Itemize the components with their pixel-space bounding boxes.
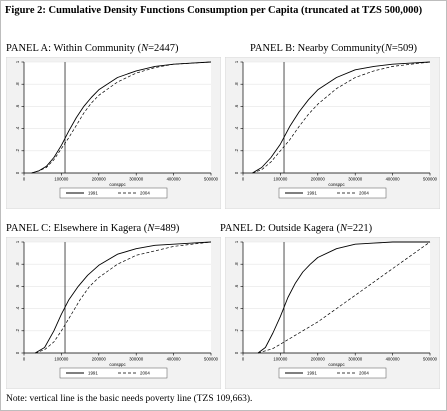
panel-b-series-1991 [252, 61, 431, 174]
panel-d-x-axis-title: consppc [328, 362, 345, 367]
panel-b-x-tick-label: 0 [242, 177, 245, 182]
panel-a-x-tick-label: 500000 [204, 177, 219, 182]
panel-d-y-tick-label: .2 [234, 328, 239, 332]
panel-c-legend [59, 367, 168, 379]
panel-a-y-tick-label: .8 [15, 82, 20, 86]
panel-c-x-tick-label: 0 [23, 357, 26, 362]
panel-b-n-symbol: N [384, 43, 392, 54]
panel-d-x-tick-label: 400000 [386, 357, 401, 362]
figure-note: Note: vertical line is the basic needs p… [6, 394, 253, 404]
panel-b-y-tick-label: 0 [234, 171, 239, 174]
panel-d-chart: 0 .2 .4 .6 .8 1 0 100000 200000 300000 400000 50000… [225, 237, 440, 389]
panel-a-x-tick-label: 0 [23, 177, 26, 182]
panel-a-legend-label-1991: 1991 [88, 191, 98, 196]
panel-a-x-tick-label: 100000 [54, 177, 69, 182]
panel-a-y-tick-label: 0 [15, 171, 20, 174]
panel-c-chart: 0 .2 .4 .6 .8 1 0 100000 200000 300000 400000 50000… [6, 237, 221, 389]
panel-d-plot-area [243, 242, 430, 353]
panel-d-y-tick-label: .4 [234, 306, 239, 310]
panel-d-series-2004 [257, 241, 431, 354]
panel-c-y-tick-label: .2 [15, 328, 20, 332]
panel-c-x-tick-label: 300000 [129, 357, 144, 362]
figure-title: Figure 2: Cumulative Density Functions C… [5, 5, 423, 16]
panel-d-x-tick-label: 200000 [311, 357, 326, 362]
panel-d-x-tick-label: 300000 [348, 357, 363, 362]
panel-a-x-tick-label: 300000 [129, 177, 144, 182]
panel-d-y-tick-label: .6 [234, 284, 239, 288]
panel-b-y-tick-label: 1 [234, 60, 239, 63]
panel-a-y-tick-label: .2 [15, 148, 20, 152]
panel-d-x-tick-label: 100000 [273, 357, 288, 362]
panel-b-y-tick-label: .4 [234, 126, 239, 130]
panel-d-x-tick-label: 500000 [423, 357, 438, 362]
panel-c-y-tick-label: 1 [15, 240, 20, 243]
panel-b-label: PANEL B: Nearby Community(N=509) [250, 43, 417, 54]
panel-a-chart: 0 .2 .4 .6 .8 1 0 100000 200000 300000 400000 50000… [6, 57, 221, 209]
panel-a-plot-area [24, 62, 211, 173]
panel-d-n-symbol: N [339, 223, 347, 234]
panel-a-series-1991 [31, 61, 212, 174]
panel-a-legend [59, 187, 168, 199]
panel-b-x-tick-label: 100000 [273, 177, 288, 182]
panel-c-x-tick-label: 200000 [92, 357, 107, 362]
panel-a-legend-label-2004: 2004 [140, 191, 150, 196]
panel-d-y-tick-label: .8 [234, 262, 239, 266]
panel-d-label-text: PANEL D: Outside Kagera ( [220, 223, 340, 234]
panel-d-y-tick-label: 0 [234, 351, 239, 354]
panel-b-y-tick-label: .8 [234, 82, 239, 86]
panel-c-plot-area [24, 242, 211, 353]
panel-b-x-tick-label: 400000 [386, 177, 401, 182]
panel-c-y-tick-label: .4 [15, 306, 20, 310]
panel-c-legend-label-2004: 2004 [140, 371, 150, 376]
panel-c-y-tick-label: .6 [15, 284, 20, 288]
panel-a-y-tick-label: 1 [15, 60, 20, 63]
panel-c-x-tick-label: 500000 [204, 357, 219, 362]
panel-a-series-2004 [31, 61, 212, 174]
panel-a-n-symbol: N [141, 43, 149, 54]
panel-a-y-tick-label: .4 [15, 126, 20, 130]
panel-c-x-axis-title: consppc [109, 362, 126, 367]
panel-d-legend-label-1991: 1991 [307, 371, 317, 376]
panel-c-x-tick-label: 400000 [167, 357, 182, 362]
panel-d-n-value: =221) [346, 223, 373, 234]
panel-d-legend [278, 367, 387, 379]
panel-c-y-tick-label: .8 [15, 262, 20, 266]
panel-b-x-tick-label: 500000 [423, 177, 438, 182]
panel-b-legend-label-2004: 2004 [359, 191, 369, 196]
panel-c-n-value: =489) [154, 223, 180, 234]
panel-a-label-text: PANEL A: Within Community ( [6, 43, 142, 54]
panel-a-x-axis-title: consppc [109, 182, 126, 187]
panel-b-x-tick-label: 200000 [311, 177, 326, 182]
panel-c-y-tick-label: 0 [15, 351, 20, 354]
panel-a-label: PANEL A: Within Community (N=2447) [6, 43, 179, 54]
panel-a-x-tick-label: 200000 [92, 177, 107, 182]
panel-c-label: PANEL C: Elsewhere in Kagera (N=489) [6, 223, 179, 234]
panel-b-plot-area [243, 62, 430, 173]
panel-d-series-1991 [257, 241, 430, 354]
panel-b-y-tick-label: .2 [234, 148, 239, 152]
panel-b-label-text: PANEL B: Nearby Community( [250, 43, 385, 54]
panel-a-n-value: =2447) [148, 43, 179, 54]
panel-d-y-tick-label: 1 [234, 240, 239, 243]
panel-b-y-tick-label: .6 [234, 104, 239, 108]
panel-b-n-value: =509) [391, 43, 418, 54]
panel-c-x-tick-label: 100000 [54, 357, 69, 362]
panel-d-x-tick-label: 0 [242, 357, 245, 362]
panel-c-label-text: PANEL C: Elsewhere in Kagera ( [6, 223, 148, 234]
panel-b-legend-label-1991: 1991 [307, 191, 317, 196]
panel-c-n-symbol: N [147, 223, 155, 234]
panel-d-label: PANEL D: Outside Kagera (N=221) [220, 223, 372, 234]
panel-d-legend-label-2004: 2004 [359, 371, 369, 376]
panel-b-x-tick-label: 300000 [348, 177, 363, 182]
panel-c-legend-label-1991: 1991 [88, 371, 98, 376]
panel-b-chart: 0 .2 .4 .6 .8 1 0 100000 200000 300000 400000 50000… [225, 57, 440, 209]
panel-b-legend [278, 187, 387, 199]
panel-b-x-axis-title: consppc [328, 182, 345, 187]
panel-a-y-tick-label: .6 [15, 104, 20, 108]
panel-a-x-tick-label: 400000 [167, 177, 182, 182]
panel-c-series-1991 [34, 241, 212, 354]
